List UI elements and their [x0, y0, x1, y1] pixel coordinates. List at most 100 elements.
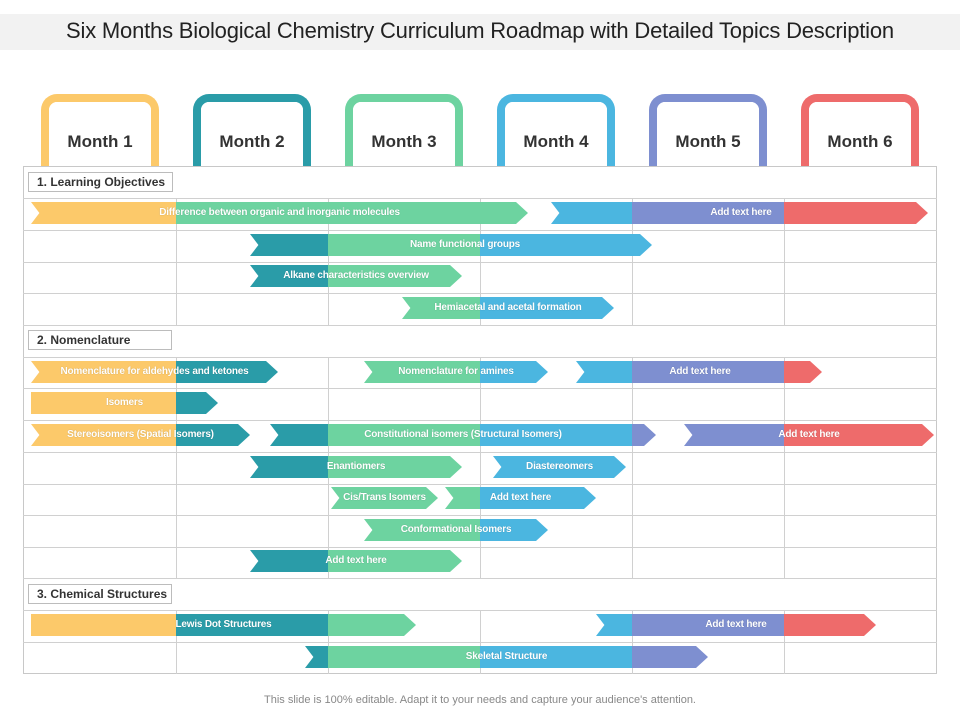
bar-segment-purple — [632, 361, 784, 383]
grid-column-line — [480, 198, 481, 325]
bar-segment-blue — [493, 456, 626, 478]
roadmap-bar: Cis/Trans Isomers — [331, 487, 438, 509]
bar-segment-purple — [632, 202, 784, 224]
bar-segment-blue — [480, 361, 548, 383]
month-1-header: Month 1 — [41, 94, 159, 166]
bar-segment-green — [328, 550, 462, 572]
bar-label: Nomenclature for amines — [398, 366, 514, 377]
bar-label: Conformational Isomers — [400, 524, 512, 535]
bar-segment-teal — [250, 265, 328, 287]
roadmap-bar: Add text here — [576, 361, 822, 383]
roadmap-bar: Nomenclature for aldehydes and ketones — [31, 361, 278, 383]
month-header-inner — [49, 102, 151, 166]
bar-segment-purple — [632, 614, 784, 636]
section-label: 2. Nomenclature — [28, 330, 172, 350]
bar-label: Isomers — [106, 397, 143, 408]
bar-segment-teal — [176, 614, 328, 636]
bar-segment-yellow — [31, 392, 176, 414]
footer-note: This slide is 100% editable. Adapt it to… — [264, 694, 696, 706]
bar-segment-green — [328, 234, 480, 256]
bar-label: Nomenclature for aldehydes and ketones — [60, 366, 249, 377]
bar-fill — [551, 202, 928, 224]
bar-label: Add text here — [669, 366, 731, 377]
bar-segment-teal — [250, 550, 328, 572]
roadmap-bar: Constitutional isomers (Structural Isome… — [270, 424, 656, 446]
roadmap-bar: Difference between organic and inorganic… — [31, 202, 528, 224]
bar-label: Add text here — [778, 429, 840, 440]
bar-fill — [331, 487, 438, 509]
bar-segment-blue — [480, 646, 632, 668]
bar-segment-yellow — [31, 202, 176, 224]
month-header-inner — [201, 102, 303, 166]
bar-fill — [493, 456, 626, 478]
bar-segment-teal — [270, 424, 328, 446]
month-header-inner — [505, 102, 607, 166]
bar-segment-teal — [250, 234, 328, 256]
bar-segment-green — [402, 297, 480, 319]
month-label: Month 6 — [827, 132, 893, 151]
bar-label: Add text here — [489, 492, 552, 503]
grid-column-line — [784, 198, 785, 325]
grid-column-line — [784, 357, 785, 578]
bar-label: Add text here — [705, 619, 767, 630]
month-5-header: Month 5 — [649, 94, 767, 166]
bar-label: Skeletal Structure — [465, 651, 548, 662]
grid-column-line — [328, 610, 329, 674]
bar-segment-green — [328, 265, 462, 287]
month-header-inner — [657, 102, 759, 166]
roadmap-bar: Isomers — [31, 392, 218, 414]
bar-segment-blue — [480, 519, 548, 541]
bar-segment-teal — [250, 456, 328, 478]
roadmap-bar: Add text here — [596, 614, 876, 636]
bar-fill — [250, 550, 462, 572]
roadmap-bar: Conformational Isomers — [364, 519, 548, 541]
grid-column-line — [176, 357, 177, 578]
bar-label: Name functional groups — [409, 239, 521, 250]
roadmap-bar: Hemiacetal and acetal formation — [402, 297, 614, 319]
roadmap-bar: Lewis Dot Structures — [31, 614, 416, 636]
bar-label: Stereoisomers (Spatial Isomers) — [67, 429, 214, 440]
bar-segment-teal — [176, 361, 278, 383]
bar-segment-blue — [596, 614, 632, 636]
bar-label: Difference between organic and inorganic… — [159, 207, 400, 218]
bar-fill — [684, 424, 934, 446]
bar-segment-purple — [684, 424, 784, 446]
bar-label: Add text here — [710, 207, 772, 218]
bar-segment-green — [328, 614, 416, 636]
bar-segment-green — [328, 456, 462, 478]
grid-column-line — [784, 610, 785, 674]
bar-segment-green — [328, 646, 480, 668]
roadmap-bar: Skeletal Structure — [305, 646, 708, 668]
bar-segment-green — [364, 361, 480, 383]
bar-segment-yellow — [31, 424, 176, 446]
grid-row-line — [23, 325, 937, 326]
grid-column-line — [480, 357, 481, 578]
bar-label: Enantiomers — [326, 461, 386, 472]
bar-segment-green — [328, 424, 480, 446]
grid-column-line — [632, 357, 633, 578]
roadmap-bar: Name functional groups — [250, 234, 652, 256]
bar-fill — [305, 646, 708, 668]
bar-label: Add text here — [325, 555, 387, 566]
roadmap-bar: Nomenclature for amines — [364, 361, 548, 383]
bar-segment-red — [784, 361, 822, 383]
month-label: Month 2 — [219, 132, 285, 151]
month-3-header: Month 3 — [345, 94, 463, 166]
bar-fill — [31, 424, 250, 446]
roadmap-bar: Enantiomers — [250, 456, 462, 478]
bar-fill — [250, 234, 652, 256]
roadmap-bar: Add text here — [445, 487, 596, 509]
bar-segment-blue — [551, 202, 632, 224]
month-label: Month 1 — [67, 132, 133, 151]
bar-fill — [364, 519, 548, 541]
grid-row-line — [23, 578, 937, 579]
bar-fill — [31, 361, 278, 383]
bar-fill — [250, 265, 462, 287]
grid-column-line — [480, 610, 481, 674]
bar-segment-blue — [480, 297, 614, 319]
bar-segment-blue — [480, 487, 596, 509]
grid-column-line — [632, 198, 633, 325]
bar-fill — [364, 361, 548, 383]
bar-fill — [576, 361, 822, 383]
roadmap-bar: Add text here — [551, 202, 928, 224]
